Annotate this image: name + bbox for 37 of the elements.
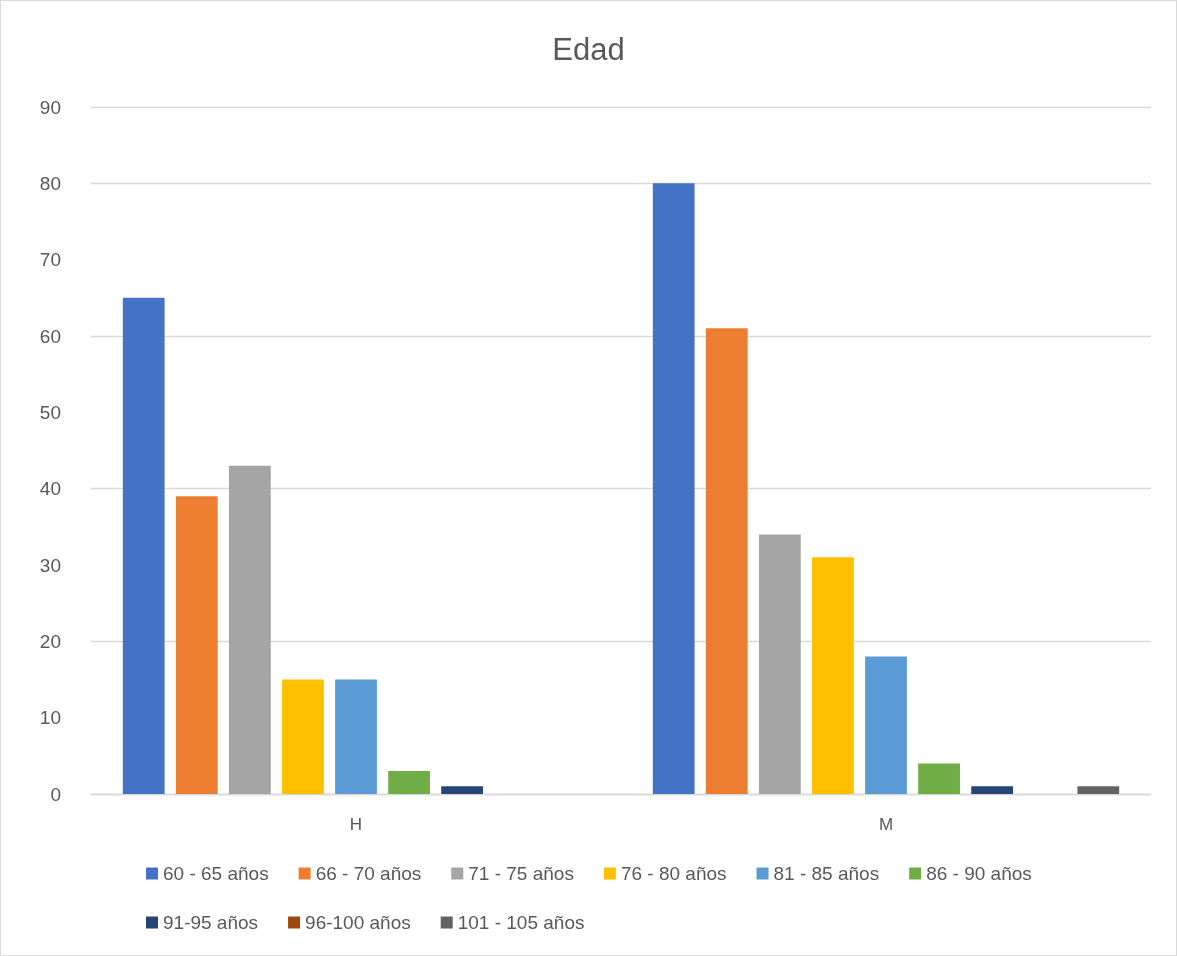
bar [652, 183, 695, 794]
legend-label: 60 - 65 años [163, 863, 269, 884]
bar [228, 465, 271, 794]
bar [388, 771, 430, 794]
x-tick-label: M [878, 815, 894, 834]
bar [758, 534, 801, 794]
y-tick-label: 50 [39, 401, 61, 423]
chart-title: Edad [552, 32, 625, 67]
y-tick-label: 10 [39, 707, 61, 729]
legend-label: 91-95 años [163, 912, 259, 933]
bar [335, 679, 377, 794]
legend-label: 66 - 70 años [315, 863, 422, 884]
x-tick-label: H [349, 815, 363, 834]
legend-label: 71 - 75 años [468, 863, 574, 884]
y-tick-label: 30 [39, 554, 61, 576]
legend-label: 101 - 105 años [457, 912, 585, 933]
bar [971, 786, 1014, 794]
y-tick-label: 70 [39, 249, 61, 271]
y-tick-label: 0 [50, 783, 61, 805]
bar [918, 763, 960, 794]
bar [812, 557, 854, 794]
y-tick-label: 40 [39, 478, 61, 500]
y-tick-label: 60 [39, 325, 61, 347]
bar [122, 297, 165, 794]
bar [175, 496, 218, 794]
y-tick-label: 90 [39, 96, 61, 118]
legend-label: 86 - 90 años [926, 863, 1032, 884]
bar [1077, 786, 1120, 794]
bar [441, 786, 484, 794]
bar [865, 656, 907, 794]
legend-label: 96-100 años [305, 912, 411, 933]
bar [282, 679, 324, 794]
legend-label: 81 - 85 años [773, 863, 880, 884]
y-tick-label: 80 [39, 172, 61, 194]
legend-label: 76 - 80 años [620, 863, 727, 884]
bar [705, 328, 748, 794]
y-tick-label: 20 [39, 630, 61, 652]
